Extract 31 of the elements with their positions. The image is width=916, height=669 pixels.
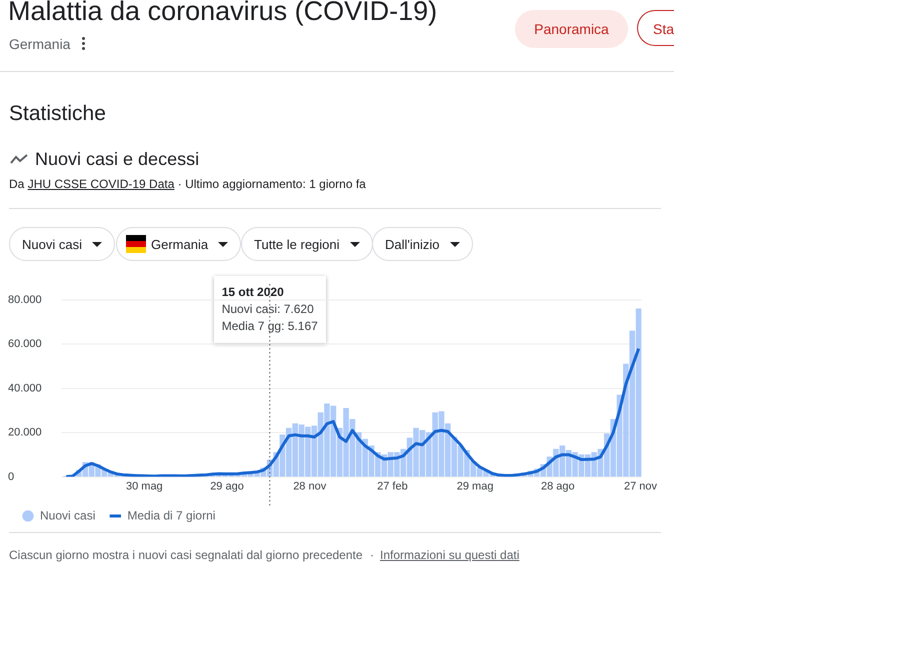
text: Informazioni su questi dati	[380, 548, 520, 562]
y-tick-label: 80.000	[8, 294, 42, 306]
text: · Ultimo aggiornamento: 1 giorno fa	[176, 177, 366, 191]
text: Germania	[151, 236, 208, 252]
y-tick-label: 40.000	[8, 382, 42, 394]
x-tick-label: 28 nov	[293, 480, 327, 492]
x-tick-label: 29 mag	[456, 480, 494, 492]
text: Nuovi casi e decessi	[35, 149, 200, 170]
y-tick-label: 60.000	[8, 338, 42, 350]
legend-label: Media di 7 giorni	[127, 508, 216, 522]
text: Sta	[637, 10, 674, 46]
chart-title: Malattia da coronavirus (COVID-19)	[8, 0, 438, 27]
text: ·	[370, 548, 374, 562]
legend-label: Nuovi casi	[40, 508, 96, 522]
y-tick-label: 0	[8, 470, 14, 483]
x-tick-label: 28 ago	[540, 480, 575, 492]
y-tick-label: 20.000	[8, 426, 42, 439]
text: JHU CSSE COVID-19 Data	[28, 177, 174, 191]
text: Nuovi casi	[22, 236, 82, 252]
text: Statistiche	[9, 102, 106, 126]
text: Tutte le regioni	[254, 236, 340, 252]
x-tick-label: 27 nov	[624, 480, 658, 492]
annotation: 15 ott 2020 Nuovi casi: 7.620 Media 7 gg: 5.167	[222, 284, 318, 335]
text: Da	[9, 177, 26, 191]
text: Ciascun giorno mostra i nuovi casi segnalati dal giorno precedente	[9, 548, 363, 562]
text: Panoramica	[515, 10, 628, 48]
text: Dall'inizio	[385, 236, 440, 252]
x-tick-label: 29 ago	[210, 480, 244, 492]
x-tick-label: 27 feb	[377, 480, 408, 492]
x-tick-label: 30 mag	[126, 480, 163, 492]
text: Germania	[9, 36, 70, 52]
